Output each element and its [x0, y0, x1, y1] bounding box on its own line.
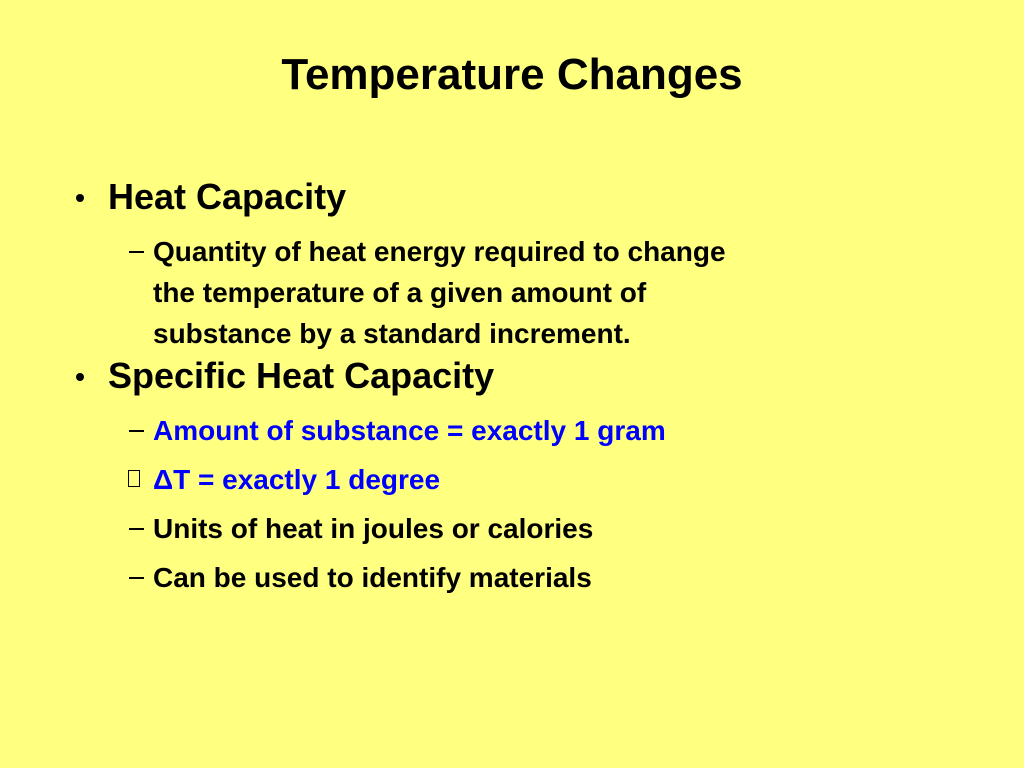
bullet-text: Heat Capacity	[108, 176, 347, 217]
slide-title: Temperature Changes	[281, 50, 743, 99]
sub-item: Amount of substance = exactly 1 gram	[0, 410, 733, 451]
sub-item: Quantity of heat energy required to chan…	[0, 231, 733, 354]
bullet-list: Heat Capacity Quantity of heat energy req…	[0, 175, 1024, 598]
bullet-text: Specific Heat Capacity	[108, 355, 495, 396]
bullet-marker	[76, 194, 84, 202]
sub-list: Amount of substance = exactly 1 gram ΔT =…	[0, 410, 1024, 598]
bullet-item: Heat Capacity	[0, 175, 1024, 219]
sub-marker	[128, 470, 140, 487]
sub-marker	[129, 430, 144, 432]
bullet-marker	[76, 373, 84, 381]
sub-list: Quantity of heat energy required to chan…	[0, 231, 1024, 354]
sub-marker	[129, 528, 144, 530]
sub-marker	[129, 577, 144, 579]
sub-text: Units of heat in joules or calories	[153, 513, 594, 544]
sub-item: Units of heat in joules or calories	[0, 508, 733, 549]
sub-item: ΔT = exactly 1 degree	[0, 459, 733, 500]
sub-text: Quantity of heat energy required to chan…	[153, 236, 726, 349]
sub-text: ΔT = exactly 1 degree	[153, 464, 441, 495]
bullet-item: Specific Heat Capacity	[0, 354, 1024, 398]
sub-item: Can be used to identify materials	[0, 557, 733, 598]
sub-text: Can be used to identify materials	[153, 562, 592, 593]
sub-text: Amount of substance = exactly 1 gram	[153, 415, 666, 446]
sub-marker	[129, 251, 144, 253]
